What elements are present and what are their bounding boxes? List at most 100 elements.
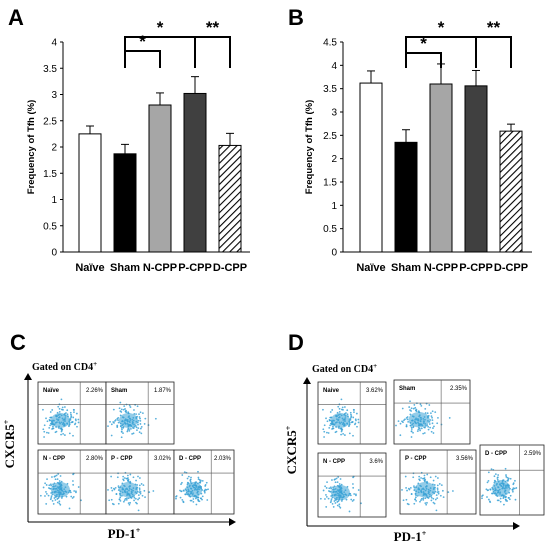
flow-event-dot (115, 493, 118, 496)
flow-event-dot (420, 477, 422, 479)
y-ticks: 0 0.5 1 1.5 2 2.5 3 3.5 4 (43, 38, 63, 259)
flow-event-dot (350, 498, 353, 501)
flow-event-dot (436, 488, 439, 491)
flow-event-dot (60, 429, 63, 432)
flow-event-dot (331, 409, 334, 411)
flow-event-dot (513, 487, 516, 490)
flow-event-dot (138, 431, 141, 434)
flow-event-dot (338, 503, 341, 506)
flow-event-dot (186, 477, 189, 480)
flow-event-dot (122, 500, 125, 503)
flow-event-dot (114, 486, 117, 489)
flow-event-dot (53, 475, 56, 478)
flow-event-dot (134, 497, 137, 500)
flow-event-dot (139, 417, 141, 420)
flow-event-dot (72, 496, 75, 498)
flow-event-dot (434, 498, 437, 501)
flow-event-dot (425, 503, 428, 506)
flow-event-dot (429, 419, 432, 421)
flow-event-dot (414, 498, 417, 501)
flow-event-dot (432, 497, 435, 500)
flow-event-dot (129, 501, 132, 504)
flow-event-dot (110, 475, 113, 478)
flow-event-dot (62, 432, 65, 435)
y-tick-label: 2.5 (323, 131, 337, 142)
flow-event-dot (340, 500, 343, 502)
flow-event-dot (107, 425, 109, 427)
flow-event-dot (56, 501, 59, 504)
flow-event-dot (436, 487, 439, 490)
flow-event-dot (204, 485, 207, 487)
significance-brackets: ** ** (405, 18, 512, 68)
flow-event-dot (487, 471, 490, 474)
flow-event-dot (499, 500, 502, 503)
bar (148, 104, 172, 253)
flow-event-dot (63, 434, 66, 436)
flow-event-dot (406, 418, 409, 421)
flow-event-dot (436, 484, 439, 487)
flow-event-dot (401, 420, 403, 423)
flow-event-dot (435, 494, 438, 497)
flow-density-core (118, 482, 138, 498)
significance-bracket (475, 36, 512, 68)
flow-event-dot (126, 429, 129, 431)
flow-x-arrowhead (229, 518, 236, 526)
flow-event-dot (431, 416, 433, 419)
flow-event-dot (326, 420, 329, 423)
gated-label: Gated on CD4+ (32, 360, 97, 373)
flow-event-dot (332, 506, 335, 508)
flow-plot-frame (105, 381, 175, 445)
x-tick-label: Naïve (356, 262, 385, 274)
flow-plot-frame (393, 379, 471, 445)
y-tick-label: 4.5 (323, 38, 337, 49)
flow-event-dot (135, 479, 137, 482)
pd1-axis-label: PD-1+ (394, 529, 427, 544)
flow-event-dot (69, 491, 72, 494)
flow-event-dot (416, 430, 419, 433)
flow-event-dot (42, 486, 45, 489)
flow-event-dot (334, 431, 337, 434)
flow-event-dot (139, 419, 142, 422)
flow-event-dot (137, 509, 140, 512)
flow-event-dot (496, 499, 499, 502)
flow-event-dot (432, 432, 435, 434)
flow-event-dot (118, 407, 121, 410)
flow-event-dot (486, 496, 488, 498)
flow-event-dot (51, 499, 54, 502)
flow-event-dot (330, 499, 333, 502)
flow-event-dot (485, 488, 488, 491)
flow-event-dot (410, 410, 412, 412)
flow-event-dot (206, 499, 209, 501)
flow-event-dot (496, 478, 499, 481)
x-tick-label: D-CPP (213, 262, 247, 274)
flow-event-dot (127, 477, 129, 479)
flow-plot: D - CPP 2.03% (173, 449, 235, 515)
flow-event-dot (61, 406, 64, 409)
flow-event-dot (73, 411, 75, 414)
flow-event-dot (42, 408, 44, 411)
flow-event-dot (195, 503, 198, 506)
flow-event-dot (119, 401, 122, 404)
flow-event-dot (323, 430, 326, 433)
flow-event-dot (112, 421, 115, 423)
flow-event-dot (417, 426, 420, 429)
flow-event-dot (423, 477, 426, 479)
bar (429, 83, 453, 253)
flow-event-dot (331, 479, 333, 481)
flow-event-dot (401, 489, 403, 491)
y-tick-label: 4 (51, 38, 57, 49)
flow-event-dot (422, 477, 424, 480)
flow-event-dot (397, 420, 400, 423)
flow-event-dot (68, 423, 71, 426)
flow-event-dot (357, 489, 360, 491)
flow-event-dot (422, 497, 425, 500)
significance-brackets: ** ** (124, 18, 231, 68)
flow-plots: Naïve 2.26% Sham 1.87% N - CPP 2.80% P - CPP 3.… (37, 381, 235, 515)
significance-bracket (405, 52, 442, 68)
flow-event-dot (399, 434, 402, 437)
flow-plot-title: P - CPP (405, 456, 427, 462)
flow-event-dot (44, 482, 47, 485)
flow-event-dot (349, 494, 352, 497)
flow-event-dot (203, 489, 206, 492)
flow-plot: Naïve 2.26% (37, 381, 107, 445)
